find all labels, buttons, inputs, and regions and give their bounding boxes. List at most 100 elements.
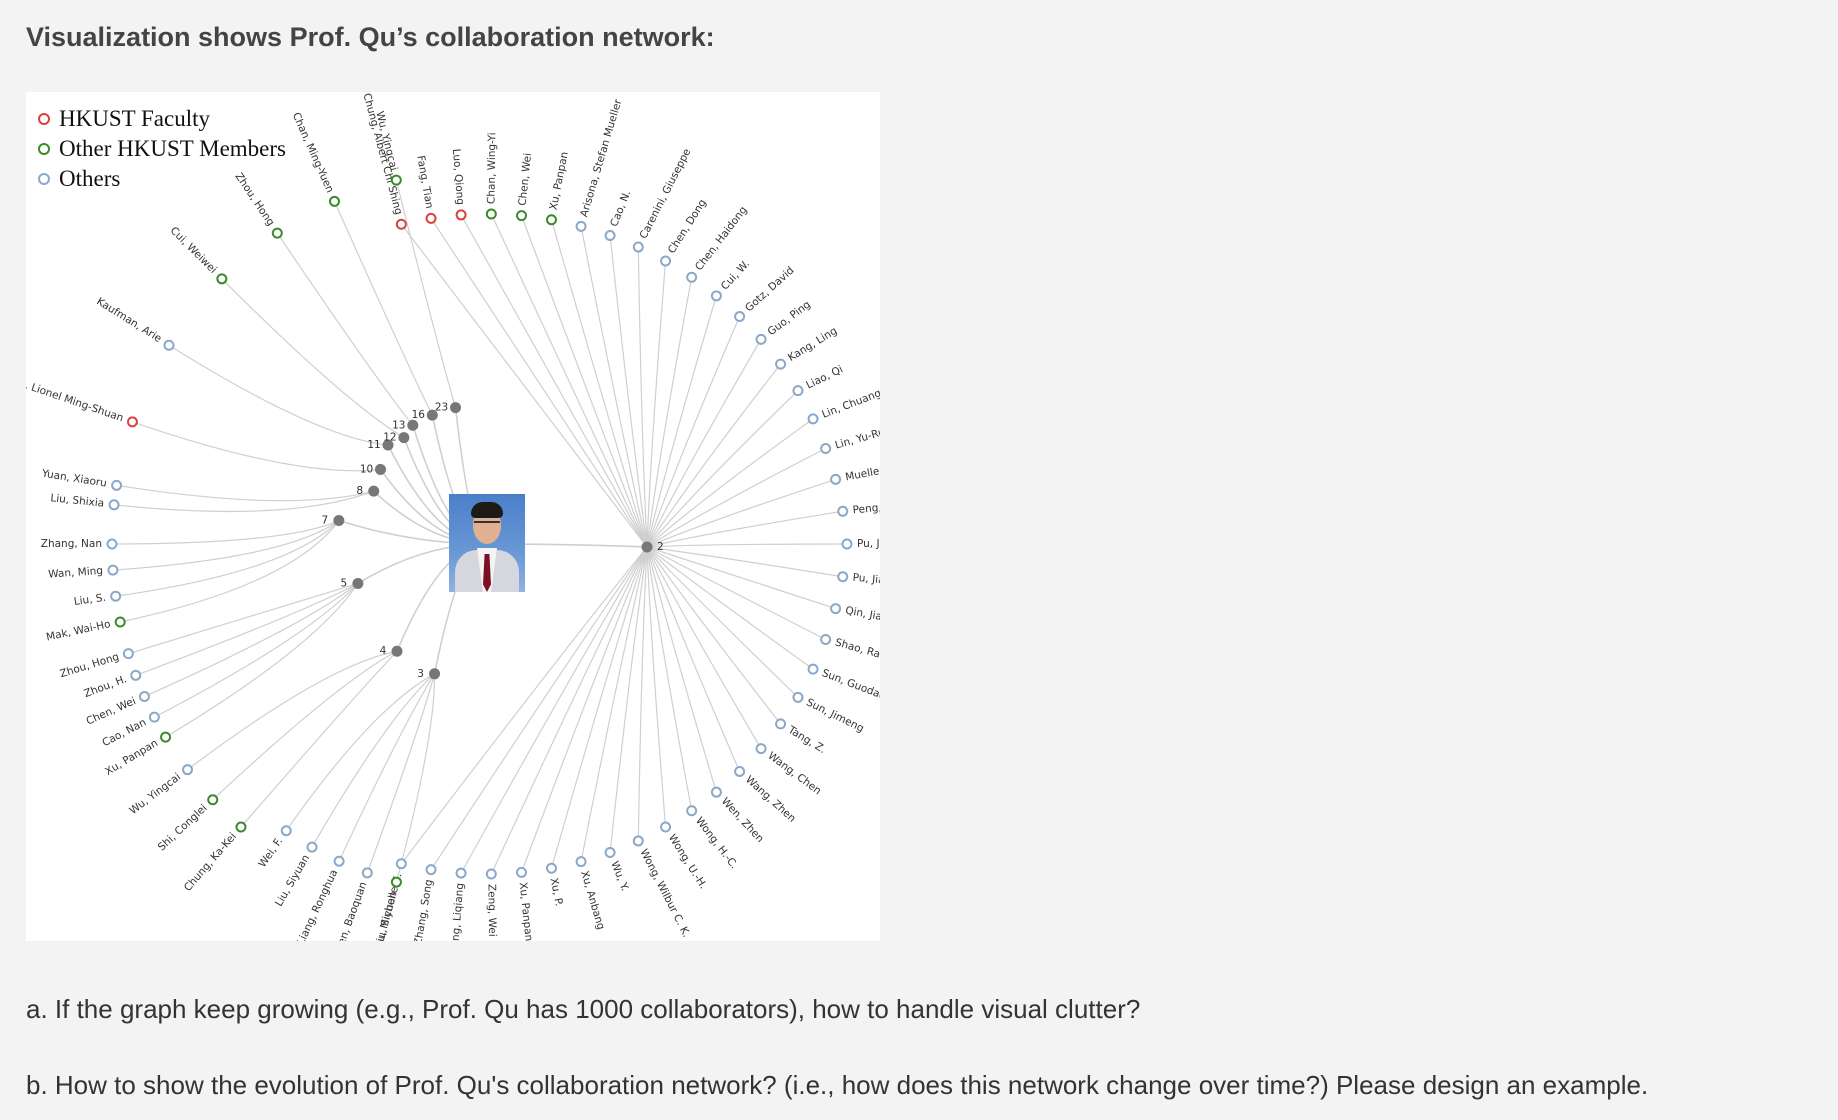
collaborator-node (148, 711, 160, 723)
group-hub-node (391, 645, 403, 657)
collab-edge (646, 546, 741, 772)
collaborator-node (235, 821, 247, 833)
collab-edge (430, 546, 648, 870)
collaborator-label: Liu, S. (73, 592, 106, 608)
collaborator-label: Liu, Siyuan (373, 890, 400, 941)
collaborator-node (841, 538, 853, 550)
collaborator-node (604, 846, 616, 858)
collaborator-label: Zhang, Liqiang (448, 883, 466, 941)
collab-edge (646, 546, 799, 698)
collab-edge (646, 546, 693, 811)
group-count-label: 4 (380, 645, 387, 657)
collab-edge (609, 235, 648, 548)
collab-edge (395, 673, 436, 883)
collaborator-node (632, 241, 644, 253)
collaborator-label: Chung, Ka-Kei (182, 831, 239, 894)
collab-edge (646, 478, 836, 548)
collab-edge (646, 277, 693, 548)
collaborator-label: Zhou, H. (82, 673, 128, 700)
collaborator-label: Mak, Wai-Ho (45, 618, 111, 643)
collaborator-node (734, 765, 746, 777)
collaborator-node (280, 825, 292, 837)
collaborator-node (660, 821, 672, 833)
collab-edge (212, 650, 398, 801)
collab-edge (646, 510, 843, 548)
legend-faculty-marker (38, 113, 50, 125)
collaborator-label: Chen, Wei (517, 152, 534, 206)
collaborator-node (455, 867, 467, 879)
collaborator-node (216, 273, 228, 285)
collab-edge (276, 232, 414, 426)
group-count-label: 10 (360, 463, 373, 475)
collaborator-label: Cui, W. (719, 258, 752, 293)
collaborator-node (807, 663, 819, 675)
collaborator-node (807, 413, 819, 425)
collab-edge (646, 546, 826, 641)
collaborator-label: Kaufman, Arie (94, 295, 163, 345)
collab-edge (132, 421, 381, 472)
collaborator-label: Chen, Dong (666, 197, 709, 256)
collab-edge (646, 546, 782, 725)
collaborator-node (792, 385, 804, 397)
collaborator-node (122, 648, 134, 660)
group-count-label: 23 (435, 402, 448, 414)
collaborator-node (820, 634, 832, 646)
collaborator-node (516, 210, 528, 222)
collaborator-node (575, 856, 587, 868)
collab-edge (646, 447, 826, 548)
group-hub-node (352, 577, 364, 589)
question-a: a. If the graph keep growing (e.g., Prof… (26, 994, 1141, 1024)
collaborator-node (138, 691, 150, 703)
collaborator-label: Ni, Lionel Ming-Shuan (26, 376, 125, 425)
collaborator-node (830, 473, 842, 485)
legend-label: Others (59, 166, 121, 191)
collab-edge (221, 278, 405, 439)
collaborator-node (107, 564, 119, 576)
collab-edge (112, 520, 340, 571)
collaborator-node (333, 855, 345, 867)
collaborator-node (395, 218, 407, 230)
collaborator-node (390, 876, 402, 888)
collaborator-label: Kang, Ling (786, 325, 839, 364)
collaborator-node (604, 230, 616, 242)
collaborator-node (775, 718, 787, 730)
collaborator-node (328, 195, 340, 207)
collab-edge (111, 519, 340, 545)
collaborator-label: Liang, Ronghua (295, 868, 340, 941)
collaborator-node (686, 805, 698, 817)
collaborator-label: Liu, Shixia (50, 492, 105, 510)
collab-edge (520, 546, 648, 873)
collaborator-label: Pu, J. (857, 538, 880, 550)
collaborator-label: Gotz, David (743, 264, 797, 314)
collaborator-node (820, 442, 832, 454)
collab-edge (135, 582, 359, 676)
collaborator-label: Xu, Anbang (578, 869, 607, 931)
collab-edge (637, 546, 648, 841)
collab-edge (646, 546, 717, 793)
collab-edge (333, 201, 433, 416)
collaborator-node (830, 603, 842, 615)
collaborator-label: Wang, Zhen (743, 774, 798, 825)
collaborator-label: Wang, Chen (765, 750, 823, 797)
collaborator-label: Wen, Zhen (719, 795, 766, 845)
collaborator-node (545, 862, 557, 874)
collaborator-label: Lin, Chuang (820, 387, 880, 421)
collaborator-label: Peng, Qunsheng (852, 497, 880, 517)
collab-edge (646, 418, 814, 548)
collaborator-label: Wong, U.-H. (666, 832, 709, 891)
group-count-label: 11 (367, 439, 380, 451)
collaborator-node (114, 616, 126, 628)
collab-edge (400, 223, 648, 548)
collab-edge (285, 673, 435, 832)
collaborator-label: Cao, N. (608, 189, 633, 229)
collaborator-label: Wan, Ming (48, 565, 103, 581)
collaborator-label: Liao, Qi (804, 363, 845, 391)
collab-edge (646, 316, 741, 548)
collab-edge (430, 218, 648, 548)
collab-edge (550, 219, 648, 548)
collab-edge (400, 546, 648, 865)
collaborator-label: Zhou, Hong (58, 651, 120, 680)
collab-edge (490, 546, 648, 875)
collaboration-network-graph: Chung, Albert Chi Shing Fang, Tian Luo, Qi… (26, 92, 880, 941)
collaborator-label: Sun, Jimeng (804, 696, 866, 734)
